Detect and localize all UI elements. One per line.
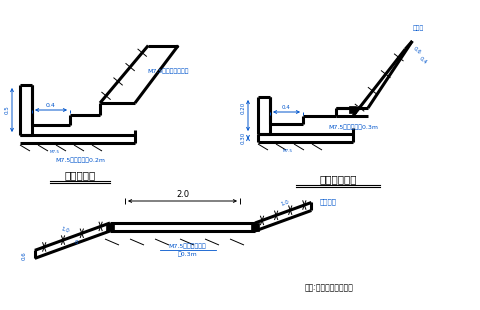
Text: M7.5: M7.5 (283, 149, 293, 153)
Bar (349, 106, 356, 113)
Text: 说明:图中尺寸以米计。: 说明:图中尺寸以米计。 (305, 284, 354, 293)
Text: M7.5浆砌片石平台: M7.5浆砌片石平台 (168, 243, 206, 249)
Text: M7.5: M7.5 (50, 150, 60, 154)
Text: 0.4: 0.4 (282, 105, 290, 110)
Text: 坡骨架: 坡骨架 (412, 25, 423, 31)
Bar (251, 223, 259, 231)
Text: 厚0.3m: 厚0.3m (178, 251, 197, 257)
Text: M7.5浆砌片石主骨架: M7.5浆砌片石主骨架 (147, 69, 189, 74)
Text: 0.5: 0.5 (5, 106, 10, 114)
Text: M7.5浆砌片石厚0.3m: M7.5浆砌片石厚0.3m (328, 124, 378, 130)
Text: 0.20: 0.20 (241, 101, 246, 114)
Text: 路基护坡: 路基护坡 (320, 198, 337, 205)
Text: 2.0: 2.0 (176, 190, 189, 199)
Text: 1.0: 1.0 (280, 199, 290, 207)
Text: 主骨架基础: 主骨架基础 (64, 170, 96, 180)
Text: M7.5浆砌片石厚0.2m: M7.5浆砌片石厚0.2m (55, 157, 105, 162)
Text: 0.6: 0.6 (412, 46, 422, 55)
Text: 0.30: 0.30 (241, 132, 246, 144)
Text: 0.4: 0.4 (46, 103, 56, 108)
Text: 0.6: 0.6 (22, 251, 27, 260)
Text: 支骨架断面图: 支骨架断面图 (319, 174, 357, 184)
Text: 0: 0 (74, 241, 78, 246)
Bar (106, 223, 114, 231)
Text: 0.4: 0.4 (419, 55, 428, 65)
Text: 1.0: 1.0 (60, 227, 70, 234)
